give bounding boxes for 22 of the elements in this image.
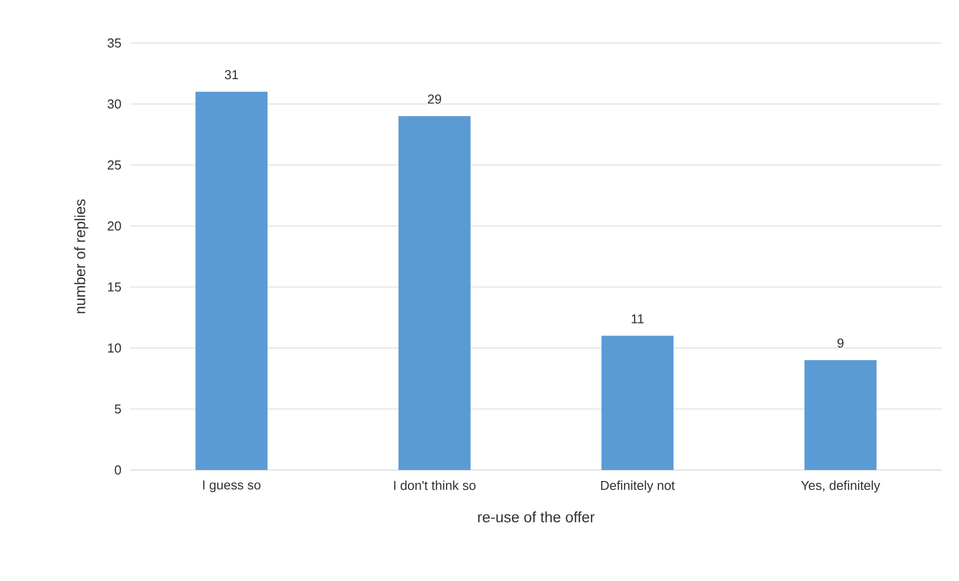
- x-tick-label: I don't think so: [394, 480, 476, 490]
- y-tick-label: 10: [108, 343, 121, 353]
- bar: [804, 360, 877, 470]
- data-label: 11: [632, 314, 644, 324]
- data-label: 31: [224, 70, 238, 80]
- data-label: 29: [428, 94, 442, 104]
- y-tick-label: 20: [108, 221, 121, 231]
- x-tick-label: Definitely not: [601, 480, 675, 493]
- y-tick-label: 5: [114, 404, 121, 414]
- y-tick-label: 30: [108, 99, 121, 109]
- y-axis-title: number of replies: [74, 199, 88, 314]
- bar: [601, 336, 674, 470]
- x-tick-label: Yes, definitely: [801, 480, 880, 493]
- y-tick-label: 0: [114, 465, 121, 475]
- y-tick-label: 35: [108, 38, 121, 48]
- data-label: 9: [838, 338, 844, 348]
- y-tick-label: 25: [108, 160, 121, 170]
- bar: [398, 116, 471, 470]
- y-tick-label: 15: [108, 282, 121, 292]
- x-axis-title: re-use of the offer: [478, 511, 595, 522]
- x-tick-label: I guess so: [203, 480, 260, 492]
- bar: [195, 92, 268, 470]
